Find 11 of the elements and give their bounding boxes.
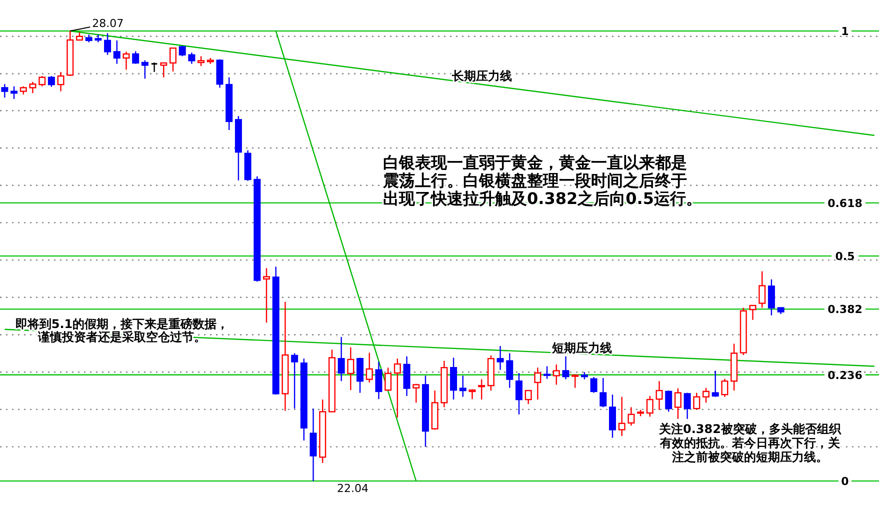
y-tick-label: 0	[841, 475, 850, 488]
text: 22.04	[337, 482, 368, 495]
series-label: 短期压力线	[551, 341, 612, 355]
annotation: 关注0.382被突破，多头能否组织有效的抵抗。若今日再次下行，关注之前被突破的短期压力线。	[658, 422, 842, 464]
annotation: 28.07	[92, 17, 124, 30]
y-tick-label: 0.618	[828, 196, 862, 210]
y-tick-label: 0.382	[828, 303, 862, 316]
y-tick-label: 1	[841, 25, 849, 38]
y-tick-label: 0.5	[835, 250, 855, 263]
series-label: 长期压力线	[451, 69, 512, 83]
y-tick-label: 0.236	[828, 368, 863, 382]
